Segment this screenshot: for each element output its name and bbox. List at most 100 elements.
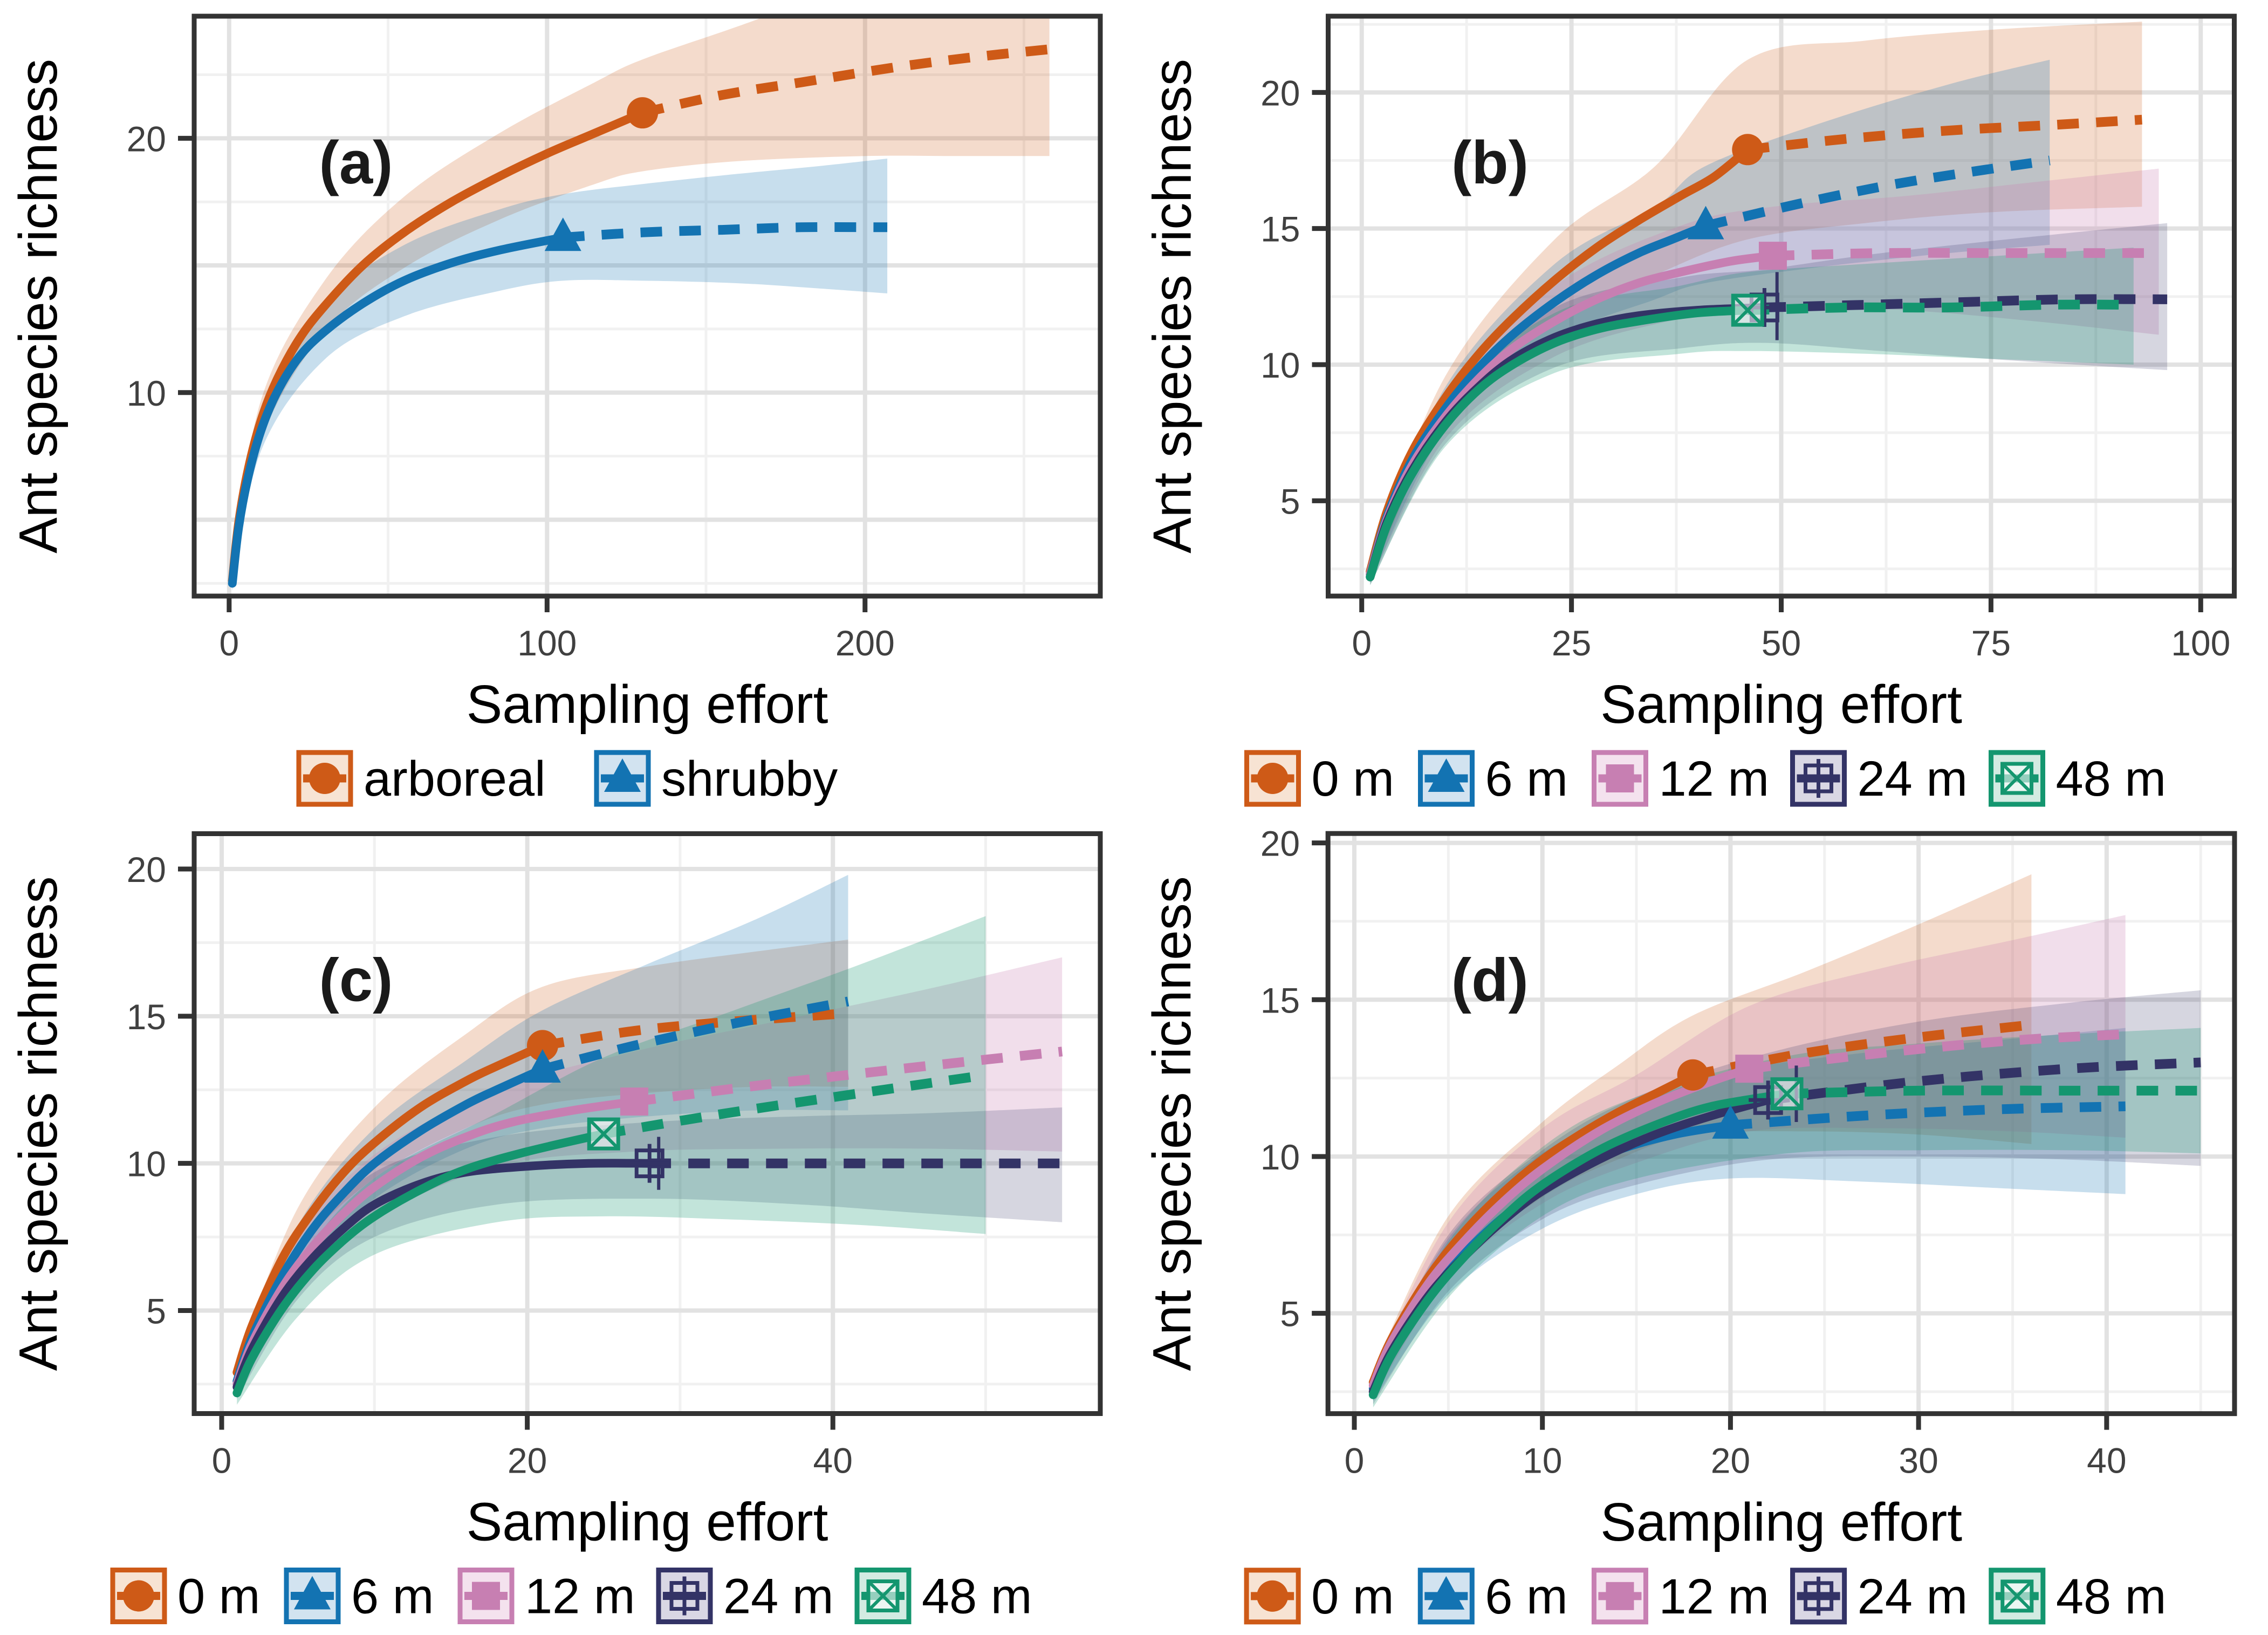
x-tick-label: 25 [1552, 623, 1591, 663]
solid-line-48m [232, 1130, 608, 1398]
marker-square-x-d2-48m [1771, 1078, 1803, 1110]
legend-item-48m: 48 m [1989, 750, 2167, 807]
marker-circle-0m [526, 1030, 558, 1062]
dashed-line-arboreal [641, 44, 1050, 118]
panel-tag: (b) [1451, 129, 1529, 196]
dashed-line-6m [1704, 155, 2051, 231]
x-tick-label: 0 [1352, 623, 1372, 663]
marker-circle-0m [1732, 134, 1764, 166]
legend-label-48m: 48 m [922, 1569, 1032, 1624]
legend-label-24m: 24 m [1858, 1569, 1968, 1624]
legend-label-0m: 0 m [177, 1569, 260, 1624]
marker-circle-legend-0m [123, 1580, 154, 1612]
marker-triangle-6m [1687, 206, 1724, 240]
marker-square-12m [1758, 242, 1787, 270]
legend-item-0m: 0 m [1244, 750, 1394, 807]
x-tick-label: 10 [1523, 1441, 1562, 1481]
legend-item-12m: 12 m [1592, 750, 1769, 807]
dashed-line-6m [541, 996, 849, 1074]
y-tick-label: 5 [146, 1291, 166, 1331]
dashed-line-12m [1772, 248, 2159, 261]
ribbon-6m [1370, 59, 2050, 583]
x-tick-label: 100 [2171, 623, 2230, 663]
dashed-line-12m [1749, 1029, 2126, 1074]
marker-circle-0m [1677, 1059, 1709, 1091]
dashed-line-0m [542, 1008, 849, 1051]
legend: 0 m 6 m 12 m 24 m 48 m [1244, 750, 2167, 807]
dashed-line-6m [1730, 1101, 2126, 1130]
ribbon-arboreal [232, 16, 1050, 589]
panel-background [1134, 817, 2268, 1635]
marker-triangle-shrubby [544, 217, 581, 251]
y-tick-label: 10 [127, 373, 166, 413]
panel-d: 0 10 20 30 40 5 10 15 20 Sampling effort Ant speci… [1134, 817, 2268, 1635]
legend-item-6m: 6 m [1417, 1568, 1568, 1625]
marker-circle-legend-arboreal [309, 763, 340, 794]
x-tick-label: 40 [2087, 1441, 2126, 1481]
solid-line-24m [232, 1159, 654, 1392]
dashed-line-12m [633, 1046, 1063, 1107]
y-tick-label: 15 [1260, 209, 1300, 249]
legend-item-24m: 24 m [1790, 750, 1968, 807]
panel-background [1134, 0, 2268, 817]
marker-triangle-legend-shrubby [604, 758, 641, 792]
marker-square-x-d2-legend-48m [2001, 1580, 2033, 1612]
marker-circle-legend-0m [1257, 1580, 1289, 1612]
panel-c-chart: 0 20 40 5 10 15 20 Sampling effort Ant species r… [0, 817, 1134, 1635]
x-axis-title: Sampling effort [1600, 674, 1962, 735]
legend: arboreal shrubby [296, 750, 838, 807]
marker-square-12m [1735, 1055, 1764, 1083]
legend-item-12m: 12 m [1591, 1568, 1769, 1625]
y-tick-label: 5 [1280, 1294, 1300, 1334]
panel-b: 0 25 50 75 100 5 10 15 20 Sampling effort Ant spec… [1134, 0, 2268, 817]
panel-border [191, 831, 1103, 1416]
panel-tag: (d) [1451, 946, 1529, 1014]
ribbon-48m [1373, 1028, 2201, 1408]
dashed-line-0m [1747, 114, 2142, 155]
legend-label-6m: 6 m [1485, 751, 1568, 806]
marker-square-x-d2-48m [588, 1118, 620, 1150]
y-tick-label: 20 [1260, 73, 1300, 113]
legend-item-6m: 6 m [1418, 750, 1568, 807]
panel-b-chart: 0 25 50 75 100 5 10 15 20 Sampling effort Ant spec… [1134, 0, 2268, 817]
dashed-line-24m [1764, 294, 2168, 313]
panel-d-chart: 0 10 20 30 40 5 10 15 20 Sampling effort Ant speci… [1134, 817, 2268, 1635]
panel-tag: (c) [319, 947, 393, 1014]
marker-square-x-d2-legend-48m [867, 1580, 899, 1612]
marker-circle-arboreal [627, 97, 659, 129]
plot-area [1366, 22, 2168, 585]
marker-triangle-legend-6m [1428, 1576, 1465, 1610]
gridlines [1328, 833, 2235, 1414]
solid-line-12m [1368, 1064, 1754, 1390]
x-tick-label: 50 [1762, 623, 1801, 663]
ribbon-shrubby [232, 159, 888, 591]
legend-label-48m: 48 m [2056, 1569, 2167, 1624]
legend-label-48m: 48 m [2056, 751, 2167, 806]
plot-area [232, 874, 1063, 1405]
dashed-line-48m [602, 1070, 986, 1139]
ribbon-6m [1373, 1028, 2126, 1401]
marker-triangle-legend-6m [1428, 758, 1465, 792]
legend-label-shrubby: shrubby [661, 751, 838, 806]
y-axis-title: Ant species richness [8, 59, 68, 553]
legend-item-24m: 24 m [1790, 1568, 1968, 1625]
marker-triangle-6m [524, 1049, 561, 1083]
x-tick-label: 200 [835, 623, 895, 663]
legend-label-12m: 12 m [1659, 1569, 1769, 1624]
marker-circle-legend-0m [1257, 763, 1289, 794]
legend-item-48m: 48 m [854, 1568, 1032, 1624]
legend-label-arboreal: arboreal [364, 751, 546, 806]
marker-square-x-d2-48m [1732, 294, 1764, 326]
x-tick-label: 20 [1711, 1441, 1750, 1481]
y-tick-label: 15 [1260, 980, 1300, 1020]
x-axis-title: Sampling effort [467, 674, 828, 735]
y-tick-label: 20 [127, 119, 166, 159]
legend-label-6m: 6 m [351, 1569, 434, 1624]
y-tick-label: 20 [127, 850, 166, 890]
x-tick-label: 20 [508, 1441, 547, 1481]
legend-item-0m: 0 m [1244, 1568, 1394, 1625]
x-tick-label: 0 [1345, 1441, 1365, 1481]
legend-item-48m: 48 m [1989, 1568, 2167, 1625]
gridlines [194, 16, 1100, 596]
